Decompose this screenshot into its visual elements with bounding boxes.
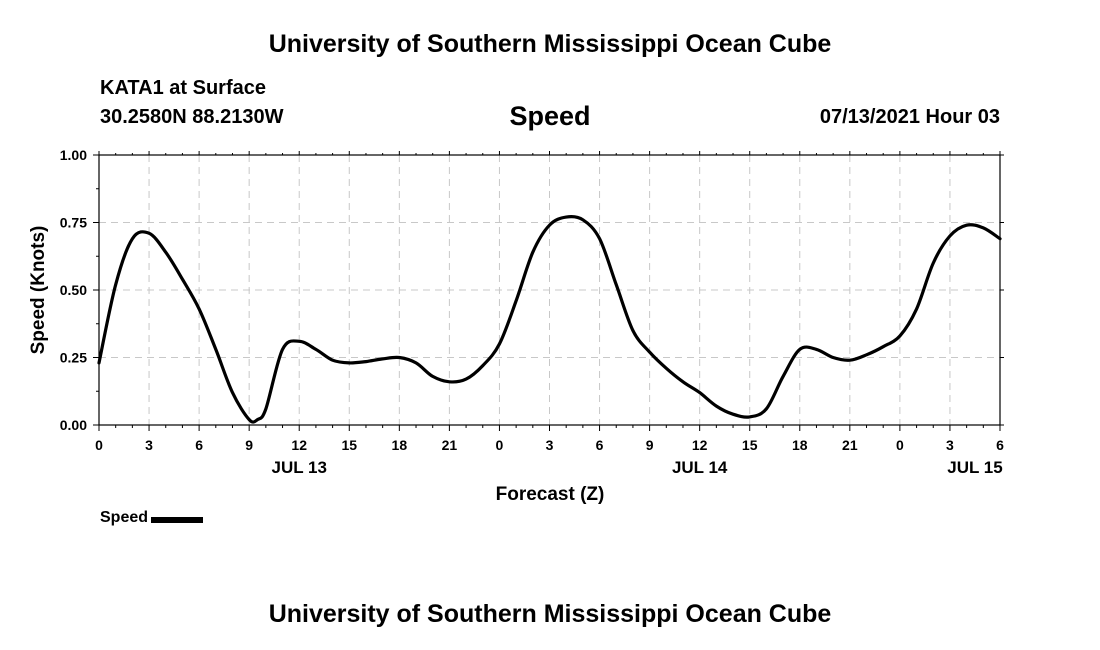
legend-label: Speed [100,509,149,526]
page-title: University of Southern Mississippi Ocean… [268,30,832,58]
legend: Speed [100,509,204,527]
chart-title: Speed [509,101,591,131]
series-line-speed [97,215,1002,424]
x-tick-label: 21 [442,437,458,453]
footer-title: University of Southern Mississippi Ocean… [268,600,832,628]
axis-ticks [93,151,1004,431]
grid-lines [99,155,1000,425]
x-tick-label: 18 [392,437,408,453]
x-tick-label: 12 [291,437,307,453]
x-tick-label: 9 [245,437,253,453]
y-tick-labels: 0.00 0.25 0.50 0.75 1.00 [60,147,87,433]
date-label: JUL 15 [947,458,1002,477]
coordinates-label: 30.2580N 88.2130W [100,106,284,128]
x-tick-label: 9 [646,437,654,453]
x-axis-title: Forecast (Z) [496,484,605,505]
legend-swatch [151,517,204,523]
x-tick-label: 15 [742,437,758,453]
date-label: JUL 14 [672,458,728,477]
date-labels: JUL 13 JUL 14 JUL 15 [271,458,1002,477]
x-tick-label: 3 [145,437,153,453]
x-tick-label: 21 [842,437,858,453]
y-tick-label: 0.25 [60,350,87,366]
x-tick-labels: 0 3 6 9 12 15 18 21 0 3 6 9 12 15 18 21 0 3 6 [95,437,1004,453]
x-tick-label: 0 [896,437,904,453]
y-tick-label: 0.50 [60,282,87,298]
x-tick-label: 6 [996,437,1004,453]
x-tick-label: 15 [341,437,357,453]
x-tick-label: 6 [596,437,604,453]
date-label: JUL 13 [271,458,326,477]
datetime-label: 07/13/2021 Hour 03 [819,106,1000,128]
y-axis-title: Speed (Knots) [28,226,49,355]
x-tick-label: 3 [946,437,954,453]
x-tick-label: 18 [792,437,808,453]
y-tick-label: 1.00 [60,147,87,163]
x-tick-label: 3 [546,437,554,453]
x-tick-label: 0 [95,437,103,453]
x-tick-label: 6 [195,437,203,453]
y-tick-label: 0.75 [60,215,87,231]
x-tick-label: 0 [496,437,504,453]
y-tick-label: 0.00 [60,417,87,433]
x-tick-label: 12 [692,437,708,453]
station-label: KATA1 at Surface [100,77,266,99]
